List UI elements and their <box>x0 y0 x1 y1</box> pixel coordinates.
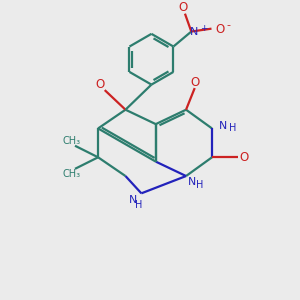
Text: CH₃: CH₃ <box>62 136 81 146</box>
Text: N: N <box>219 121 227 130</box>
Text: H: H <box>229 123 236 134</box>
Text: H: H <box>135 200 142 211</box>
Text: -: - <box>226 20 230 30</box>
Text: +: + <box>200 24 208 33</box>
Text: O: O <box>240 151 249 164</box>
Text: O: O <box>191 76 200 89</box>
Text: O: O <box>96 78 105 92</box>
Text: N: N <box>189 26 198 37</box>
Text: O: O <box>178 1 187 14</box>
Text: N: N <box>188 177 196 188</box>
Text: O: O <box>215 23 224 36</box>
Text: CH₃: CH₃ <box>62 169 81 179</box>
Text: H: H <box>196 180 204 190</box>
Text: N: N <box>129 195 137 205</box>
